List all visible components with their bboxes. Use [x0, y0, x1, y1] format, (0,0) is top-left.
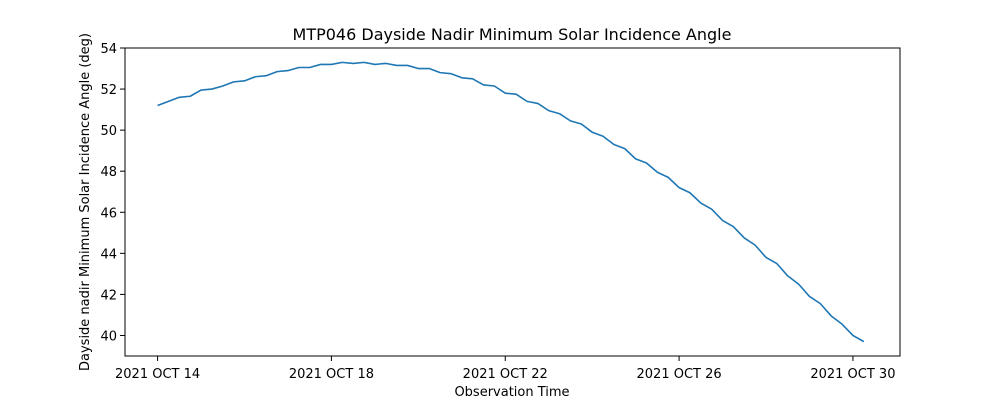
y-tick-label: 46: [100, 206, 117, 221]
x-axis: 2021 OCT 14 2021 OCT 18 2021 OCT 22 2021 OC…: [115, 356, 895, 382]
y-tick-label: 54: [100, 42, 117, 57]
series-line-0: [157, 61, 865, 343]
plot-frame: [124, 47, 901, 357]
x-tick-label: 2021 OCT 18: [289, 367, 374, 382]
series-line-group: [157, 61, 865, 343]
x-tick-label: 2021 OCT 26: [637, 367, 722, 382]
x-tick-label: 2021 OCT 22: [463, 367, 548, 382]
y-axis: 40 42 44 46 48 50 52 54: [100, 42, 125, 344]
y-tick-label: 40: [100, 329, 117, 344]
y-tick-label: 48: [100, 165, 117, 180]
y-tick-label: 42: [100, 288, 117, 303]
y-axis-label: Dayside nadir Minimum Solar Incidence An…: [78, 33, 93, 371]
x-axis-label: Observation Time: [454, 385, 569, 400]
chart-title: MTP046 Dayside Nadir Minimum Solar Incid…: [293, 25, 732, 44]
y-tick-label: 44: [100, 247, 117, 262]
y-tick-label: 50: [100, 124, 117, 139]
y-tick-label: 52: [100, 83, 117, 98]
x-tick-label: 2021 OCT 14: [115, 367, 200, 382]
x-tick-label: 2021 OCT 30: [810, 367, 895, 382]
